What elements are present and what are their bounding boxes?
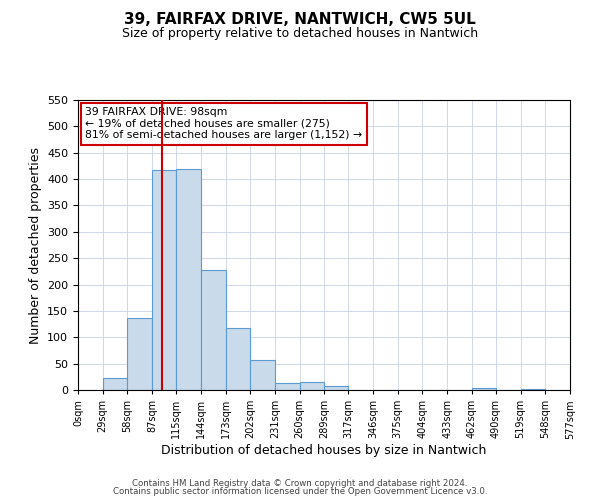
Text: Contains HM Land Registry data © Crown copyright and database right 2024.: Contains HM Land Registry data © Crown c… xyxy=(132,478,468,488)
Text: Contains public sector information licensed under the Open Government Licence v3: Contains public sector information licen… xyxy=(113,487,487,496)
Bar xyxy=(325,386,349,390)
X-axis label: Distribution of detached houses by size in Nantwich: Distribution of detached houses by size … xyxy=(161,444,487,457)
Bar xyxy=(299,382,325,390)
Bar xyxy=(152,170,176,390)
Bar xyxy=(521,389,545,390)
Bar xyxy=(103,378,127,390)
Y-axis label: Number of detached properties: Number of detached properties xyxy=(29,146,41,344)
Text: 39 FAIRFAX DRIVE: 98sqm
← 19% of detached houses are smaller (275)
81% of semi-d: 39 FAIRFAX DRIVE: 98sqm ← 19% of detache… xyxy=(85,108,362,140)
Text: Size of property relative to detached houses in Nantwich: Size of property relative to detached ho… xyxy=(122,28,478,40)
Bar xyxy=(226,328,250,390)
Bar xyxy=(472,388,496,390)
Text: 39, FAIRFAX DRIVE, NANTWICH, CW5 5UL: 39, FAIRFAX DRIVE, NANTWICH, CW5 5UL xyxy=(124,12,476,28)
Bar xyxy=(275,383,299,390)
Bar xyxy=(127,318,152,390)
Bar xyxy=(250,360,275,390)
Bar xyxy=(176,168,201,390)
Bar xyxy=(201,270,226,390)
